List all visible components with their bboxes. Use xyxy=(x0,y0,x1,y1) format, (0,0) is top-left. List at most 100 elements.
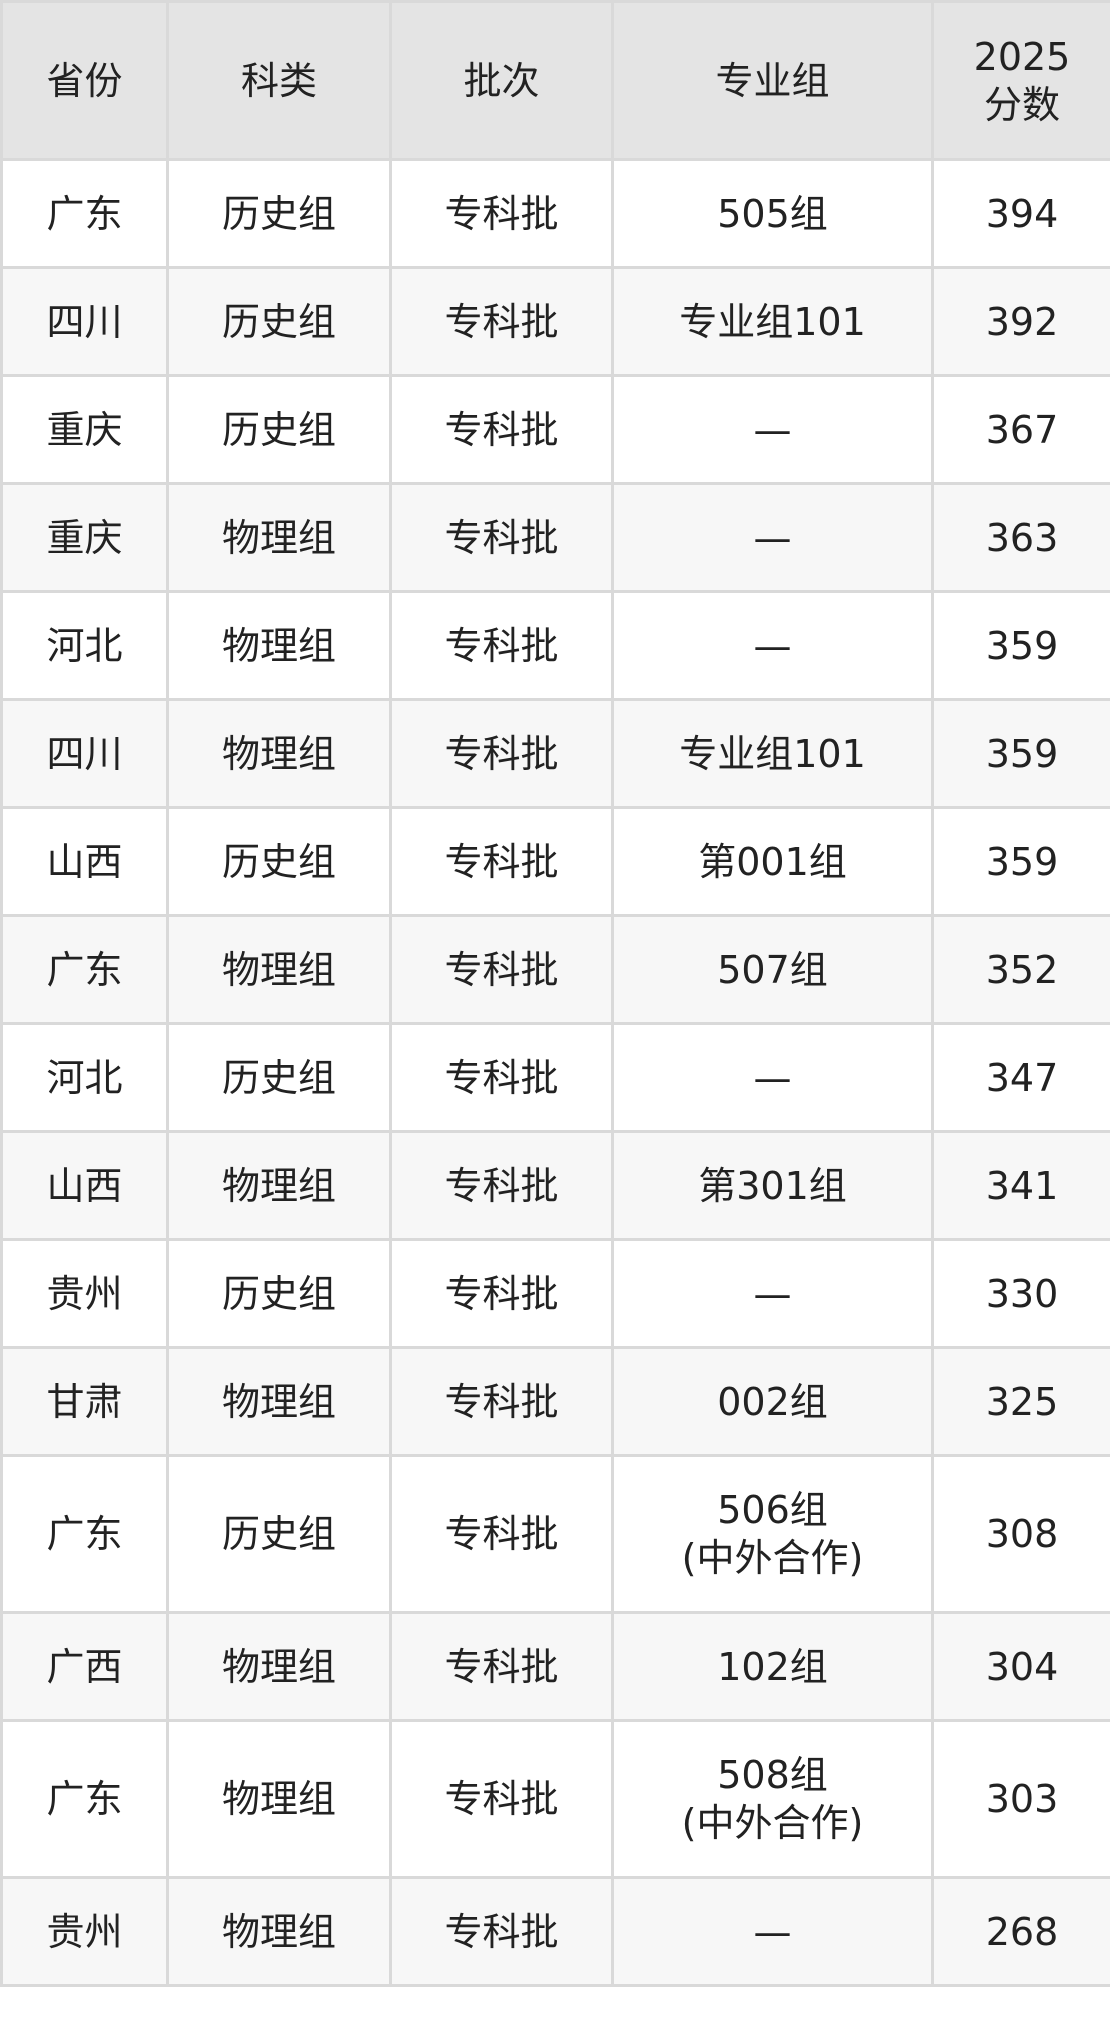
cell-score: 341 xyxy=(931,1130,1110,1241)
cell-score: 359 xyxy=(931,806,1110,917)
table-row: 山西 历史组 专科批 第001组 359 xyxy=(0,806,1110,917)
table-row: 甘肃 物理组 专科批 002组 325 xyxy=(0,1346,1110,1457)
cell-score: 363 xyxy=(931,482,1110,593)
table-row: 广东 物理组 专科批 508组 (中外合作) 303 xyxy=(0,1719,1110,1879)
cell-batch: 专科批 xyxy=(389,698,614,809)
cell-score: 347 xyxy=(931,1022,1110,1133)
cell-major-group: 508组 (中外合作) xyxy=(611,1719,934,1879)
cell-subject-type: 物理组 xyxy=(166,1611,392,1722)
cell-major-group: 专业组101 xyxy=(611,698,934,809)
cell-score: 304 xyxy=(931,1611,1110,1722)
cell-province: 贵州 xyxy=(0,1238,169,1349)
cell-major-group: 002组 xyxy=(611,1346,934,1457)
cell-batch: 专科批 xyxy=(389,374,614,485)
header-major-group: 专业组 xyxy=(611,0,934,161)
table-row: 四川 历史组 专科批 专业组101 392 xyxy=(0,266,1110,377)
cell-province: 重庆 xyxy=(0,374,169,485)
score-table: 省份 科类 批次 专业组 2025 分数 广东 历史组 专科批 505组 394 四川 历史… xyxy=(0,0,1110,1987)
table-row: 广东 历史组 专科批 505组 394 xyxy=(0,158,1110,269)
cell-province: 广西 xyxy=(0,1611,169,1722)
cell-batch: 专科批 xyxy=(389,158,614,269)
cell-subject-type: 物理组 xyxy=(166,1719,392,1879)
cell-major-group: 第301组 xyxy=(611,1130,934,1241)
cell-score: 303 xyxy=(931,1719,1110,1879)
cell-subject-type: 历史组 xyxy=(166,374,392,485)
cell-batch: 专科批 xyxy=(389,1346,614,1457)
cell-province: 重庆 xyxy=(0,482,169,593)
cell-province: 甘肃 xyxy=(0,1346,169,1457)
table-row: 贵州 历史组 专科批 —330 xyxy=(0,1238,1110,1349)
table-body: 广东 历史组 专科批 505组 394 四川 历史组 专科批 专业组101 392 重庆 历史组 专科批… xyxy=(0,158,1110,1987)
cell-major-group: 102组 xyxy=(611,1611,934,1722)
table-row: 四川 物理组 专科批 专业组101 359 xyxy=(0,698,1110,809)
cell-batch: 专科批 xyxy=(389,1022,614,1133)
cell-major-group: 第001组 xyxy=(611,806,934,917)
cell-subject-type: 物理组 xyxy=(166,1346,392,1457)
cell-batch: 专科批 xyxy=(389,1238,614,1349)
cell-major-group: 专业组101 xyxy=(611,266,934,377)
table-row: 重庆 物理组 专科批 —363 xyxy=(0,482,1110,593)
cell-score: 359 xyxy=(931,590,1110,701)
header-row: 省份 科类 批次 专业组 2025 分数 xyxy=(0,0,1110,161)
table-row: 贵州 物理组 专科批 —268 xyxy=(0,1876,1110,1987)
cell-province: 广东 xyxy=(0,1719,169,1879)
cell-subject-type: 物理组 xyxy=(166,698,392,809)
cell-province: 广东 xyxy=(0,914,169,1025)
cell-score: 308 xyxy=(931,1454,1110,1614)
cell-batch: 专科批 xyxy=(389,482,614,593)
cell-score: 394 xyxy=(931,158,1110,269)
cell-subject-type: 物理组 xyxy=(166,1130,392,1241)
cell-subject-type: 物理组 xyxy=(166,590,392,701)
cell-score: 330 xyxy=(931,1238,1110,1349)
cell-score: 392 xyxy=(931,266,1110,377)
table-row: 广东 历史组 专科批 506组 (中外合作) 308 xyxy=(0,1454,1110,1614)
cell-province: 河北 xyxy=(0,590,169,701)
cell-subject-type: 历史组 xyxy=(166,266,392,377)
cell-major-group: — xyxy=(611,1876,934,1987)
header-score-2025: 2025 分数 xyxy=(931,0,1110,161)
cell-province: 广东 xyxy=(0,1454,169,1614)
header-subject-type: 科类 xyxy=(166,0,392,161)
cell-batch: 专科批 xyxy=(389,806,614,917)
cell-province: 广东 xyxy=(0,158,169,269)
cell-score: 352 xyxy=(931,914,1110,1025)
cell-province: 贵州 xyxy=(0,1876,169,1987)
cell-batch: 专科批 xyxy=(389,590,614,701)
cell-major-group: 505组 xyxy=(611,158,934,269)
table-row: 河北 历史组 专科批 —347 xyxy=(0,1022,1110,1133)
table-row: 河北 物理组 专科批 —359 xyxy=(0,590,1110,701)
cell-batch: 专科批 xyxy=(389,1130,614,1241)
cell-province: 山西 xyxy=(0,806,169,917)
cell-subject-type: 历史组 xyxy=(166,158,392,269)
cell-major-group: — xyxy=(611,590,934,701)
cell-score: 268 xyxy=(931,1876,1110,1987)
cell-batch: 专科批 xyxy=(389,1876,614,1987)
table-row: 山西 物理组 专科批 第301组 341 xyxy=(0,1130,1110,1241)
cell-major-group: — xyxy=(611,1238,934,1349)
cell-major-group: — xyxy=(611,374,934,485)
cell-batch: 专科批 xyxy=(389,1454,614,1614)
cell-subject-type: 物理组 xyxy=(166,1876,392,1987)
cell-score: 367 xyxy=(931,374,1110,485)
cell-batch: 专科批 xyxy=(389,266,614,377)
cell-province: 四川 xyxy=(0,266,169,377)
cell-subject-type: 历史组 xyxy=(166,1238,392,1349)
cell-major-group: 507组 xyxy=(611,914,934,1025)
cell-major-group: 506组 (中外合作) xyxy=(611,1454,934,1614)
cell-batch: 专科批 xyxy=(389,1719,614,1879)
cell-batch: 专科批 xyxy=(389,1611,614,1722)
header-province: 省份 xyxy=(0,0,169,161)
header-batch: 批次 xyxy=(389,0,614,161)
cell-province: 四川 xyxy=(0,698,169,809)
cell-subject-type: 历史组 xyxy=(166,1022,392,1133)
table-row: 广西 物理组 专科批 102组 304 xyxy=(0,1611,1110,1722)
cell-subject-type: 历史组 xyxy=(166,1454,392,1614)
cell-province: 河北 xyxy=(0,1022,169,1133)
cell-subject-type: 历史组 xyxy=(166,806,392,917)
table-row: 广东 物理组 专科批 507组 352 xyxy=(0,914,1110,1025)
cell-score: 359 xyxy=(931,698,1110,809)
cell-subject-type: 物理组 xyxy=(166,914,392,1025)
cell-batch: 专科批 xyxy=(389,914,614,1025)
cell-subject-type: 物理组 xyxy=(166,482,392,593)
cell-province: 山西 xyxy=(0,1130,169,1241)
